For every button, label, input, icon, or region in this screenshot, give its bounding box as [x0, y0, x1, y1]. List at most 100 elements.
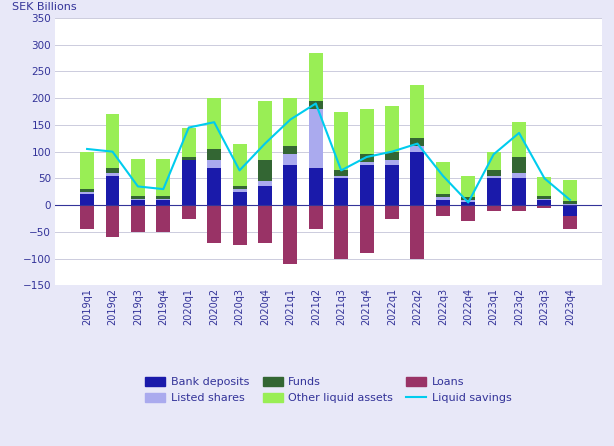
- Bar: [436, 197, 450, 200]
- Bar: [258, 186, 272, 205]
- Bar: [512, 157, 526, 173]
- Bar: [258, 101, 272, 160]
- Bar: [360, 109, 373, 154]
- Bar: [360, 154, 373, 162]
- Bar: [182, 205, 196, 219]
- Bar: [106, 173, 120, 176]
- Bar: [182, 128, 196, 157]
- Text: SEK Billions: SEK Billions: [12, 3, 76, 12]
- Bar: [436, 205, 450, 216]
- Bar: [284, 205, 297, 264]
- Liquid savings: [566, 197, 573, 202]
- Bar: [131, 205, 145, 232]
- Bar: [563, 205, 577, 216]
- Liquid savings: [109, 149, 116, 154]
- Bar: [385, 165, 399, 205]
- Bar: [563, 205, 577, 229]
- Bar: [537, 205, 551, 208]
- Bar: [512, 122, 526, 157]
- Bar: [410, 205, 424, 259]
- Bar: [334, 170, 348, 176]
- Bar: [385, 106, 399, 152]
- Liquid savings: [211, 120, 218, 125]
- Bar: [80, 192, 94, 194]
- Liquid savings: [490, 152, 497, 157]
- Liquid savings: [134, 184, 142, 189]
- Bar: [309, 205, 323, 229]
- Bar: [106, 176, 120, 205]
- Bar: [537, 199, 551, 200]
- Bar: [309, 109, 323, 168]
- Bar: [360, 165, 373, 205]
- Bar: [207, 98, 221, 149]
- Bar: [284, 154, 297, 165]
- Bar: [207, 160, 221, 168]
- Liquid savings: [388, 149, 395, 154]
- Bar: [385, 205, 399, 219]
- Bar: [487, 178, 500, 205]
- Bar: [563, 202, 577, 204]
- Bar: [258, 181, 272, 186]
- Bar: [106, 114, 120, 168]
- Bar: [233, 189, 247, 192]
- Bar: [258, 160, 272, 181]
- Bar: [461, 202, 475, 205]
- Bar: [334, 176, 348, 178]
- Bar: [385, 152, 399, 160]
- Bar: [487, 176, 500, 178]
- Bar: [233, 144, 247, 186]
- Liquid savings: [185, 125, 192, 130]
- Bar: [487, 152, 500, 170]
- Bar: [131, 159, 145, 196]
- Bar: [537, 196, 551, 199]
- Liquid savings: [312, 101, 319, 106]
- Liquid savings: [84, 146, 91, 152]
- Liquid savings: [338, 168, 345, 173]
- Bar: [182, 157, 196, 160]
- Bar: [436, 194, 450, 197]
- Bar: [461, 197, 475, 200]
- Bar: [512, 178, 526, 205]
- Bar: [512, 205, 526, 211]
- Bar: [360, 205, 373, 253]
- Bar: [512, 173, 526, 178]
- Bar: [157, 199, 170, 200]
- Bar: [487, 170, 500, 176]
- Bar: [461, 205, 475, 221]
- Bar: [309, 101, 323, 109]
- Line: Liquid savings: Liquid savings: [87, 103, 570, 202]
- Bar: [309, 53, 323, 101]
- Bar: [207, 205, 221, 243]
- Bar: [182, 160, 196, 205]
- Bar: [157, 200, 170, 205]
- Bar: [461, 200, 475, 202]
- Bar: [563, 204, 577, 205]
- Liquid savings: [515, 130, 523, 136]
- Bar: [334, 112, 348, 170]
- Liquid savings: [262, 141, 269, 146]
- Bar: [385, 160, 399, 165]
- Bar: [233, 186, 247, 189]
- Bar: [334, 205, 348, 259]
- Bar: [80, 152, 94, 189]
- Bar: [207, 168, 221, 205]
- Bar: [207, 149, 221, 160]
- Bar: [157, 159, 170, 196]
- Liquid savings: [414, 141, 421, 146]
- Bar: [131, 196, 145, 199]
- Bar: [157, 196, 170, 199]
- Bar: [284, 98, 297, 146]
- Bar: [537, 200, 551, 205]
- Liquid savings: [541, 176, 548, 181]
- Bar: [410, 138, 424, 146]
- Bar: [309, 168, 323, 205]
- Bar: [360, 162, 373, 165]
- Bar: [106, 168, 120, 173]
- Bar: [436, 200, 450, 205]
- Bar: [537, 178, 551, 196]
- Legend: Bank deposits, Listed shares, Funds, Other liquid assets, Loans, Liquid savings: Bank deposits, Listed shares, Funds, Oth…: [146, 376, 511, 403]
- Bar: [284, 165, 297, 205]
- Bar: [106, 205, 120, 237]
- Bar: [284, 146, 297, 154]
- Bar: [131, 199, 145, 200]
